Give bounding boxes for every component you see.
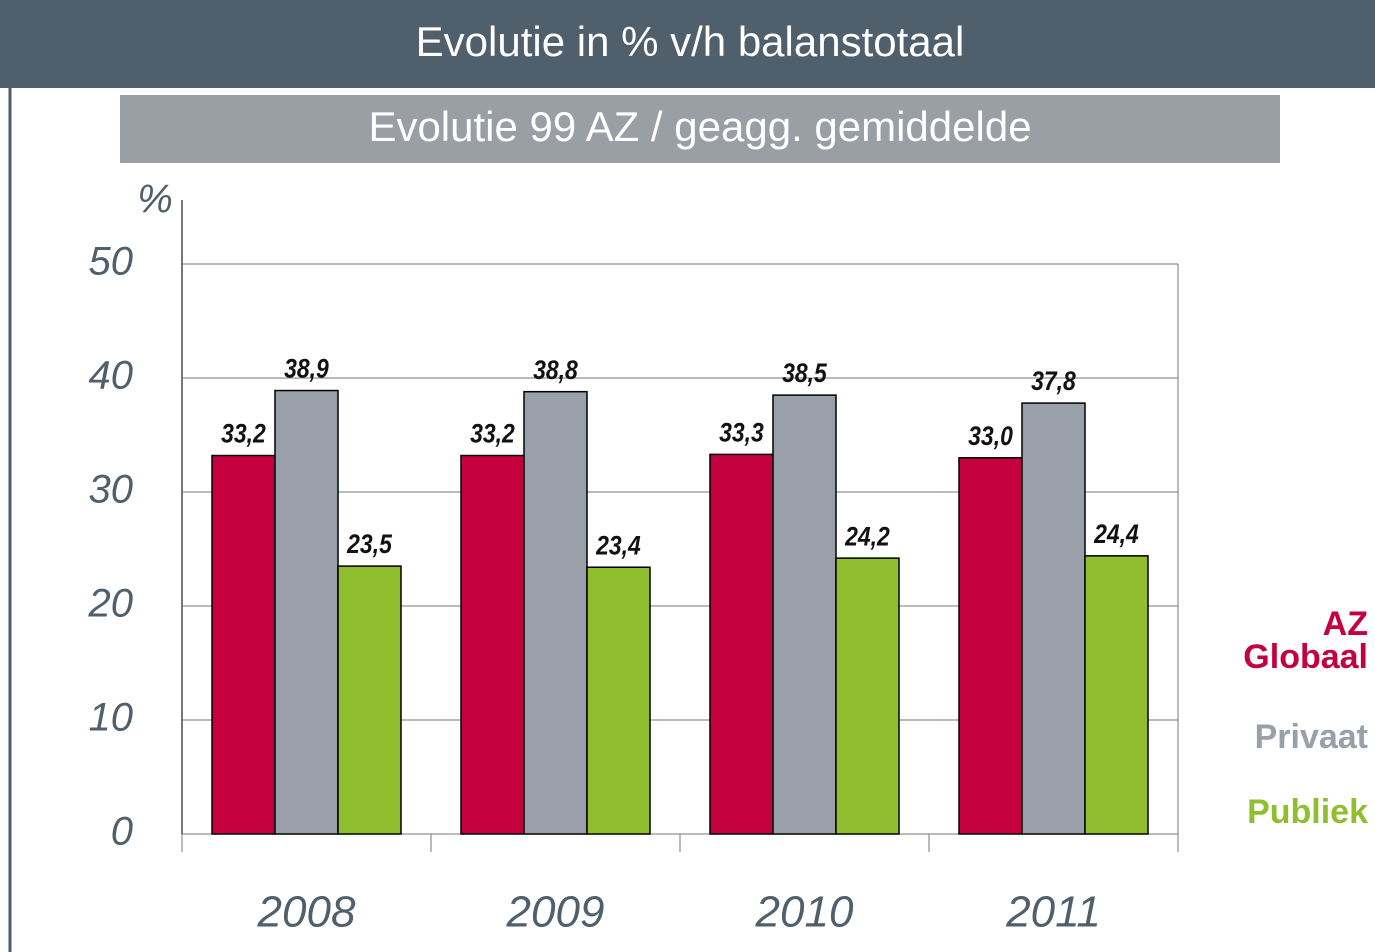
value-label: 33,2 <box>221 419 266 449</box>
x-tick-label: 2008 <box>257 888 356 937</box>
value-label: 37,8 <box>1031 367 1076 397</box>
value-label: 24,4 <box>1093 519 1139 549</box>
bar <box>523 390 588 835</box>
chart-subtitle: Evolutie 99 AZ / geagg. gemiddelde <box>368 103 1031 150</box>
y-tick-label: 30 <box>89 468 134 512</box>
value-label: 38,5 <box>782 359 828 389</box>
x-tick-label: 2009 <box>506 888 605 937</box>
subtitle-box <box>120 95 1280 163</box>
value-label: 38,8 <box>533 355 578 385</box>
value-label: 23,4 <box>595 531 641 561</box>
bar <box>1021 402 1086 835</box>
bar <box>709 453 774 835</box>
legend-entry: Privaat <box>1254 718 1368 756</box>
value-label: 33,2 <box>470 419 515 449</box>
value-label: 33,0 <box>968 421 1013 451</box>
x-tick-label: 2011 <box>1005 888 1101 937</box>
y-tick-label: 20 <box>88 582 134 626</box>
y-tick-label: 40 <box>89 354 134 398</box>
legend-entry: AZ Globaal <box>1243 605 1368 676</box>
bar <box>835 557 900 835</box>
value-label: 24,2 <box>844 522 890 552</box>
x-tick-label: 2010 <box>755 888 854 937</box>
value-label: 33,3 <box>719 418 764 448</box>
value-label: 38,9 <box>284 354 329 384</box>
bar <box>460 454 525 835</box>
bar <box>586 566 651 835</box>
y-tick-label: 0 <box>111 810 133 854</box>
legend-entry: Publiek <box>1247 793 1368 831</box>
bar <box>337 565 402 835</box>
value-label: 23,5 <box>346 530 393 560</box>
bar <box>772 394 837 835</box>
y-tick-label: 50 <box>89 240 134 284</box>
y-axis-label: % <box>137 178 173 222</box>
bar <box>211 454 276 835</box>
title-banner <box>0 0 1375 88</box>
y-tick-label: 10 <box>89 696 134 740</box>
bar <box>274 389 339 835</box>
chart-title: Evolutie in % v/h balanstotaal <box>416 18 965 65</box>
bar <box>1084 555 1149 835</box>
bar <box>958 457 1023 835</box>
